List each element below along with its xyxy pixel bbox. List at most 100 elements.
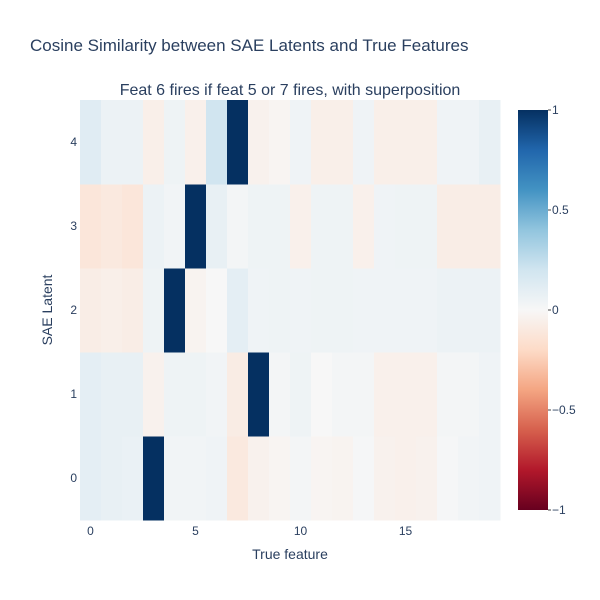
heatmap-cell	[80, 352, 102, 437]
heatmap-cell	[122, 352, 144, 437]
heatmap-cell	[479, 184, 501, 269]
heatmap-cell	[290, 268, 312, 353]
x-axis-title: True feature	[252, 546, 328, 562]
heatmap-cell	[143, 184, 165, 269]
heatmap-cell	[353, 352, 375, 437]
heatmap-cell	[374, 268, 396, 353]
heatmap-cells	[80, 100, 501, 521]
heatmap-cell	[206, 436, 228, 521]
heatmap-cell	[374, 184, 396, 269]
heatmap-cell	[437, 100, 459, 185]
y-axis-title: SAE Latent	[39, 274, 55, 345]
heatmap-cell	[353, 184, 375, 269]
heatmap-cell	[416, 436, 438, 521]
heatmap-cell	[374, 352, 396, 437]
heatmap-cell	[185, 436, 207, 521]
heatmap-cell	[248, 352, 270, 437]
heatmap-cell	[458, 268, 480, 353]
heatmap-cell	[101, 100, 123, 185]
heatmap-cell	[332, 268, 354, 353]
heatmap-cell	[395, 100, 417, 185]
heatmap-cell	[353, 436, 375, 521]
x-tick-label: 5	[192, 524, 199, 538]
heatmap-cell	[206, 100, 228, 185]
heatmap-cell	[395, 436, 417, 521]
heatmap-cell	[374, 436, 396, 521]
heatmap-cell	[479, 100, 501, 185]
heatmap-cell	[332, 184, 354, 269]
x-tick-label: 0	[87, 524, 94, 538]
heatmap-cell	[290, 352, 312, 437]
heatmap-cell	[269, 352, 291, 437]
heatmap-cell	[269, 184, 291, 269]
heatmap-cell	[143, 268, 165, 353]
heatmap-cell	[101, 268, 123, 353]
heatmap-cell	[458, 100, 480, 185]
heatmap-cell	[101, 184, 123, 269]
colorbar-tick-label: 1	[552, 103, 559, 117]
y-tick-label: 0	[70, 471, 77, 485]
heatmap-cell	[374, 100, 396, 185]
heatmap-cell	[290, 100, 312, 185]
heatmap-cell	[458, 352, 480, 437]
heatmap-cell	[80, 100, 102, 185]
heatmap-cell	[143, 436, 165, 521]
heatmap-cell	[416, 100, 438, 185]
heatmap-cell	[311, 184, 333, 269]
heatmap-cell	[122, 184, 144, 269]
heatmap-cell	[164, 352, 186, 437]
heatmap-cell	[122, 436, 144, 521]
heatmap-cell	[311, 268, 333, 353]
heatmap-cell	[437, 436, 459, 521]
heatmap-cell	[164, 268, 186, 353]
x-axis-ticks: 0 5 10 15	[87, 524, 412, 538]
heatmap-cell	[206, 268, 228, 353]
heatmap-cell	[269, 436, 291, 521]
heatmap-cell	[311, 352, 333, 437]
heatmap-cell	[248, 184, 270, 269]
heatmap-cell	[416, 352, 438, 437]
heatmap-cell	[185, 268, 207, 353]
y-tick-label: 4	[70, 135, 77, 149]
y-axis-ticks: 0 1 2 3 4	[70, 135, 77, 485]
heatmap-cell	[143, 352, 165, 437]
heatmap-cell	[227, 436, 249, 521]
heatmap-cell	[416, 268, 438, 353]
y-tick-label: 3	[70, 219, 77, 233]
heatmap-cell	[311, 436, 333, 521]
heatmap-cell	[332, 100, 354, 185]
heatmap-cell	[185, 184, 207, 269]
heatmap-cell	[185, 352, 207, 437]
colorbar-ticks: 1 0.5 0 −0.5 −1	[548, 103, 576, 517]
heatmap-cell	[227, 100, 249, 185]
heatmap-cell	[227, 268, 249, 353]
heatmap-cell	[206, 184, 228, 269]
chart-subtitle: Feat 6 fires if feat 5 or 7 fires, with …	[120, 82, 461, 99]
heatmap-cell	[80, 436, 102, 521]
heatmap-cell	[353, 100, 375, 185]
heatmap-cell	[416, 184, 438, 269]
heatmap-cell	[227, 184, 249, 269]
heatmap-cell	[143, 100, 165, 185]
heatmap-cell	[437, 184, 459, 269]
heatmap-cell	[479, 352, 501, 437]
colorbar-tick-label: −1	[552, 503, 566, 517]
heatmap-cell	[437, 268, 459, 353]
heatmap-cell	[164, 184, 186, 269]
heatmap-cell	[437, 352, 459, 437]
heatmap-cell	[80, 268, 102, 353]
y-tick-label: 1	[70, 387, 77, 401]
heatmap-cell	[458, 184, 480, 269]
heatmap-cell	[290, 436, 312, 521]
heatmap-cell	[164, 100, 186, 185]
heatmap-cell	[227, 352, 249, 437]
heatmap-cell	[248, 100, 270, 185]
colorbar-tick-label: 0.5	[552, 203, 569, 217]
heatmap-cell	[353, 268, 375, 353]
x-tick-label: 15	[399, 524, 413, 538]
heatmap-cell	[80, 184, 102, 269]
heatmap-cell	[458, 436, 480, 521]
heatmap-cell	[206, 352, 228, 437]
